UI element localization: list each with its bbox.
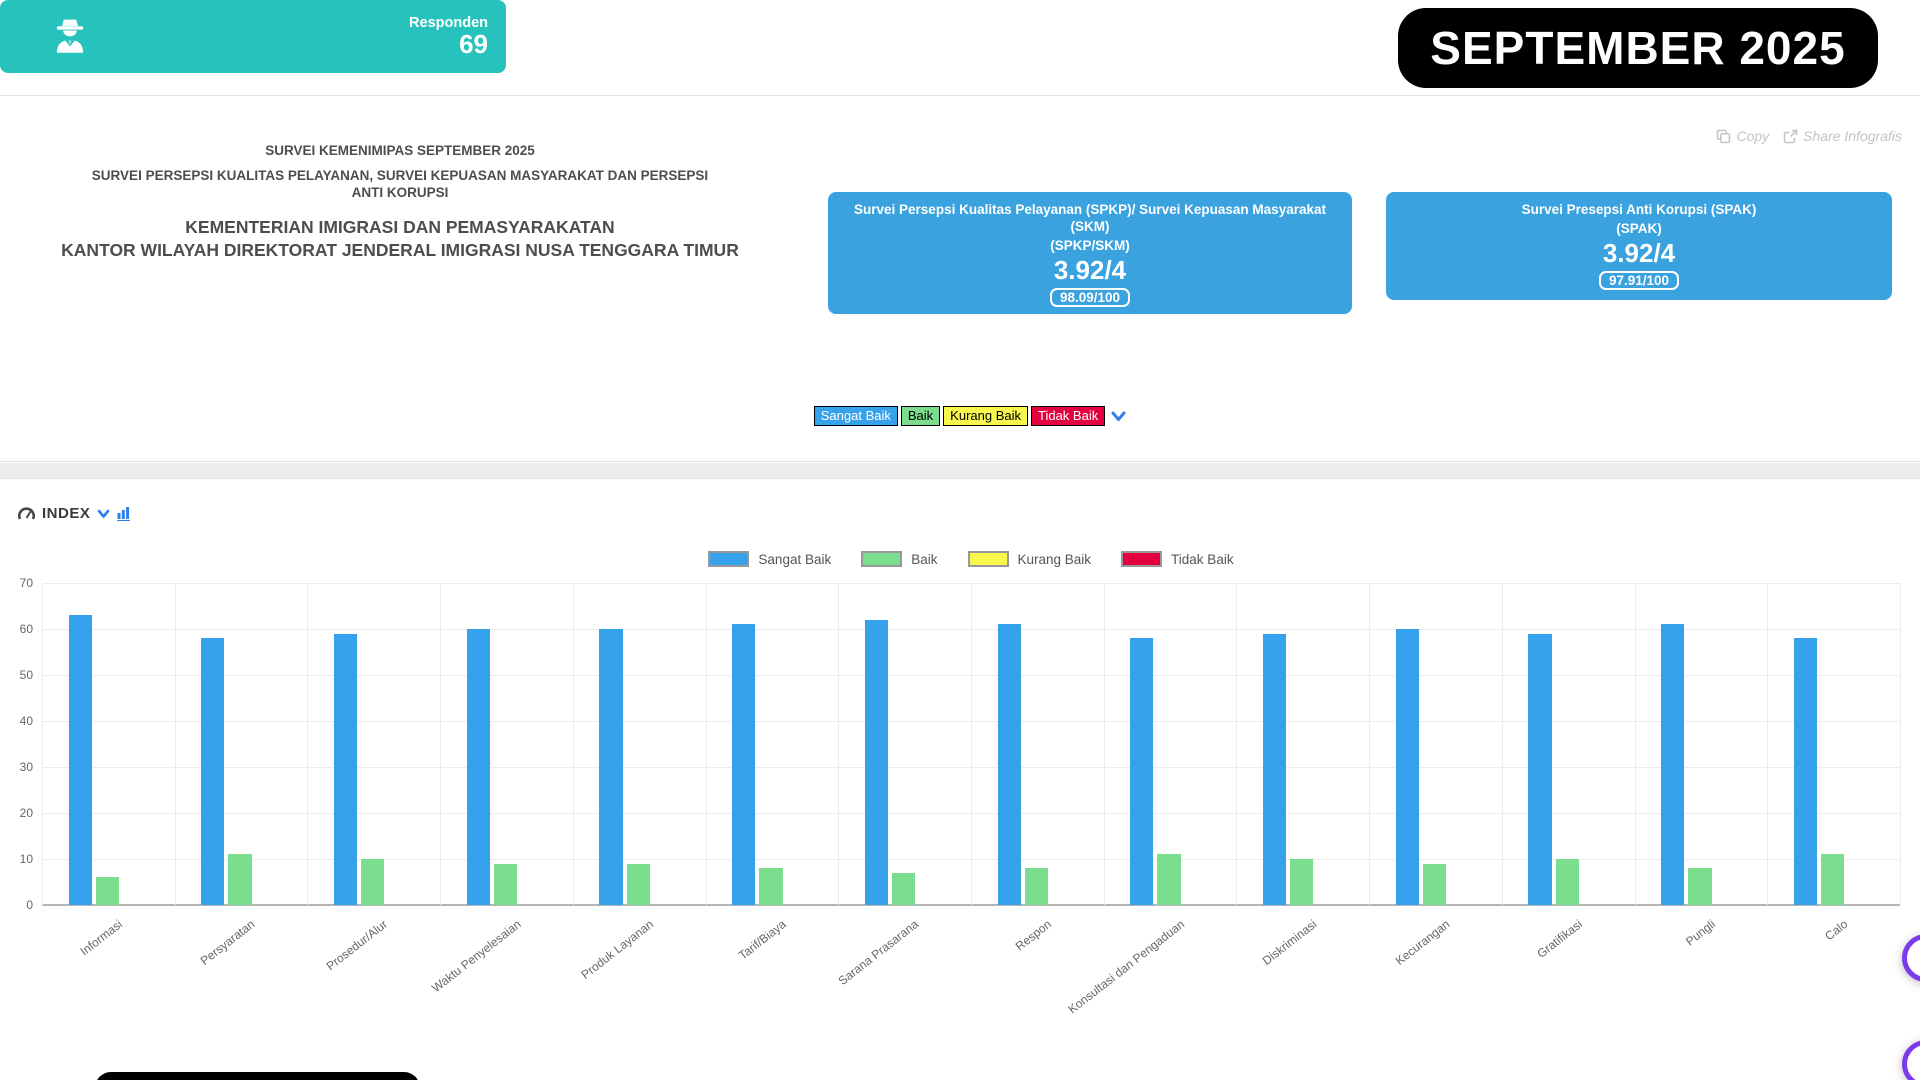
office-name: KANTOR WILAYAH DIREKTORAT JENDERAL IMIGR… [61, 239, 739, 260]
share-icon [1783, 129, 1798, 143]
bar-chart-icon [117, 506, 130, 519]
spak-subtitle: (SPAK) [1616, 220, 1662, 236]
legend-swatch [708, 551, 750, 567]
responden-card: Responden 69 [0, 0, 506, 73]
spak-score-100: 97.91/100 [1598, 271, 1680, 291]
responden-label: Responden [409, 14, 488, 31]
responden-value: 69 [459, 28, 488, 59]
legend-item-tidak-baik[interactable]: Tidak Baik [1121, 551, 1234, 567]
rating-chip-row: Sangat Baik Baik Kurang Baik Tidak Baik [700, 406, 1240, 427]
rating-chip-sangat-baik[interactable]: Sangat Baik [813, 406, 898, 427]
legend-item-sangat-baik[interactable]: Sangat Baik [708, 551, 831, 567]
spkp-card: Survei Persepsi Kualitas Pelayanan (SPKP… [828, 192, 1352, 314]
user-secret-icon [56, 19, 84, 53]
legend-swatch [861, 551, 903, 567]
share-infografis-button[interactable]: Share Infografis [1783, 128, 1902, 144]
legend-label: Kurang Baik [1017, 551, 1092, 567]
spkp-score-100: 98.09/100 [1049, 288, 1131, 308]
ministry-name: KEMENTERIAN IMIGRASI DAN PEMASYARAKATAN [185, 216, 615, 237]
month-badge-label: SEPTEMBER 2025 [1430, 22, 1846, 74]
share-label: Share Infografis [1803, 128, 1902, 144]
legend-swatch [1121, 551, 1163, 567]
index-section-header: INDEX [18, 505, 131, 522]
spak-score: 3.92/4 [1602, 237, 1676, 268]
gauge-icon [18, 507, 35, 520]
survey-title-line2: SURVEI PERSEPSI KUALITAS PELAYANAN, SURV… [91, 168, 709, 200]
copy-label: Copy [1736, 128, 1770, 144]
rating-chip-tidak-baik[interactable]: Tidak Baik [1031, 406, 1106, 427]
spak-title: Survei Presepsi Anti Korupsi (SPAK) [1521, 202, 1757, 217]
rating-chip-baik[interactable]: Baik [900, 406, 941, 427]
legend-label: Tidak Baik [1171, 551, 1234, 567]
rating-chips: Sangat Baik Baik Kurang Baik Tidak Baik [813, 406, 1106, 427]
copy-icon [1717, 129, 1731, 143]
infographic-toolbar: Copy Share Infografis [1716, 128, 1902, 144]
panel-divider [0, 463, 1920, 478]
survey-title-block: SURVEI KEMENIMIPAS SEPTEMBER 2025 SURVEI… [20, 143, 780, 261]
copy-button[interactable]: Copy [1716, 128, 1769, 144]
chart-legend: Sangat Baik Baik Kurang Baik Tidak Baik [42, 551, 1900, 567]
spkp-title: Survei Persepsi Kualitas Pelayanan (SPKP… [854, 202, 1326, 234]
rating-chip-kurang-baik[interactable]: Kurang Baik [943, 406, 1028, 427]
index-title: INDEX [42, 505, 91, 522]
spkp-subtitle: (SPKP/SKM) [1050, 237, 1130, 253]
chart-panel [0, 478, 1920, 1080]
spak-card: Survei Presepsi Anti Korupsi (SPAK) (SPA… [1386, 192, 1892, 300]
legend-label: Baik [911, 551, 938, 567]
legend-label: Sangat Baik [758, 551, 832, 567]
legend-swatch [967, 551, 1009, 567]
survey-title-line1: SURVEI KEMENIMIPAS SEPTEMBER 2025 [265, 143, 535, 158]
legend-item-kurang-baik[interactable]: Kurang Baik [967, 551, 1092, 567]
next-month-badge-partial [95, 1072, 420, 1080]
month-badge: SEPTEMBER 2025 [1398, 8, 1878, 88]
rating-chevron-down-icon[interactable] [1111, 411, 1126, 422]
bar-chart-link[interactable] [117, 506, 131, 521]
legend-item-baik[interactable]: Baik [861, 551, 938, 567]
index-chevron-down-icon[interactable] [97, 509, 110, 519]
spkp-score: 3.92/4 [1053, 254, 1127, 285]
